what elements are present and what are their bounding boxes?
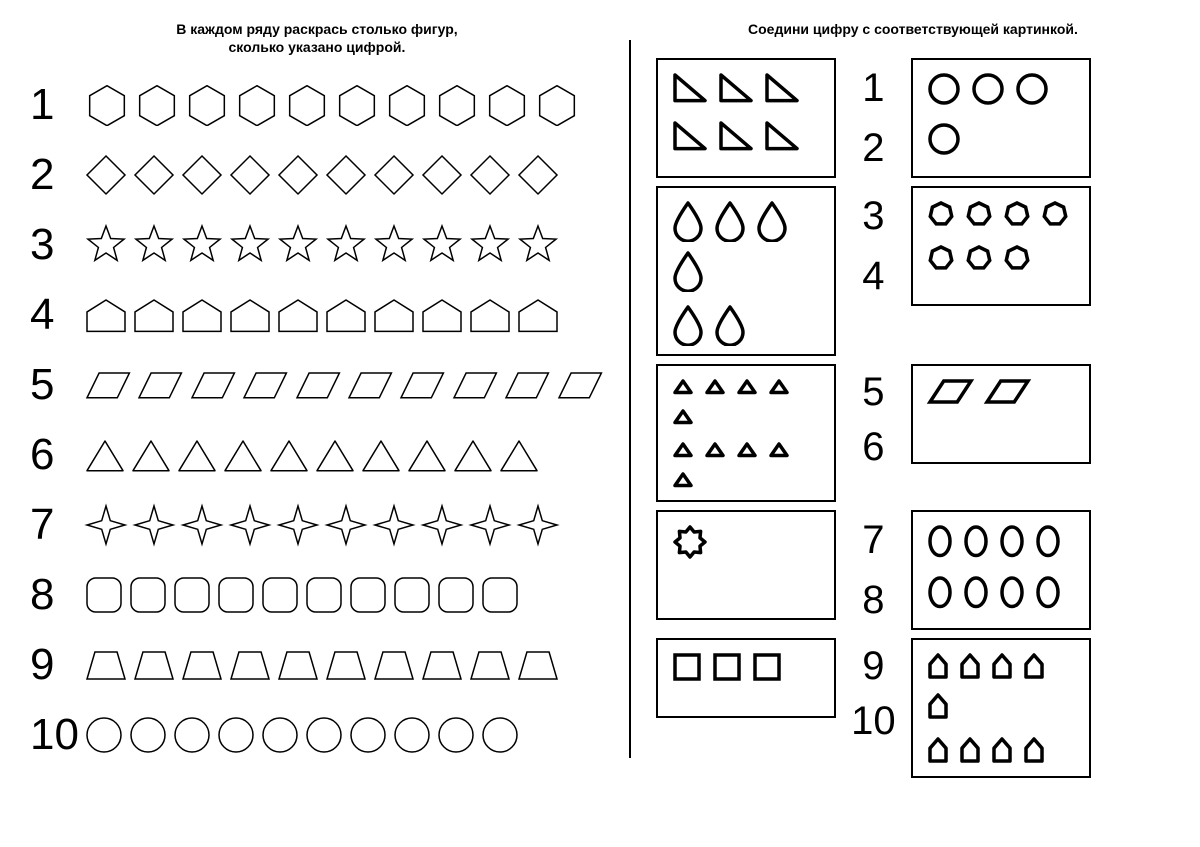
row-shapes (84, 503, 560, 547)
row-number: 3 (30, 220, 84, 270)
shape-row: 5 (30, 356, 604, 414)
row-number: 9 (30, 640, 84, 690)
number-column: 78 (846, 510, 901, 630)
row-number: 10 (30, 710, 84, 760)
row-shapes (84, 370, 604, 401)
row-shapes (84, 575, 520, 615)
match-box-right (911, 510, 1091, 630)
shape-row: 4 (30, 286, 604, 344)
match-box-right (911, 186, 1091, 306)
shape-row: 7 (30, 496, 604, 554)
left-rows-container: 1 2 3 4 5 6 7 8 9 10 (30, 76, 604, 764)
row-shapes (84, 223, 560, 267)
match-box-left (656, 58, 836, 178)
right-exercise: Соедини цифру с соответствующей картинко… (656, 20, 1170, 778)
match-box-right (911, 364, 1091, 464)
match-number: 4 (846, 256, 901, 296)
row-shapes (84, 649, 560, 682)
match-box-left (656, 186, 836, 356)
match-box-right (911, 638, 1091, 778)
row-number: 8 (30, 570, 84, 620)
right-title: Соедини цифру с соответствующей картинко… (656, 20, 1170, 38)
row-shapes (84, 438, 540, 474)
match-number: 5 (846, 372, 901, 412)
match-number: 10 (846, 701, 901, 741)
number-column: 56 (846, 364, 901, 474)
right-grid: 12345678910 (656, 58, 1170, 778)
row-number: 5 (30, 360, 84, 410)
row-shapes (84, 715, 520, 755)
match-number: 2 (846, 128, 901, 168)
worksheet-page: В каждом ряду раскрась столько фигур,ско… (30, 20, 1170, 778)
match-number: 3 (846, 196, 901, 236)
row-shapes (84, 85, 580, 126)
row-shapes (84, 153, 560, 197)
match-number: 7 (846, 520, 901, 560)
row-number: 2 (30, 150, 84, 200)
row-number: 1 (30, 80, 84, 130)
vertical-divider (629, 40, 631, 758)
left-exercise: В каждом ряду раскрась столько фигур,ско… (30, 20, 604, 778)
row-number: 7 (30, 500, 84, 550)
match-box-right (911, 58, 1091, 178)
left-title: В каждом ряду раскрась столько фигур,ско… (30, 20, 604, 56)
match-box-left (656, 638, 836, 718)
match-number: 6 (846, 427, 901, 467)
row-number: 6 (30, 430, 84, 480)
number-column: 12 (846, 58, 901, 178)
number-column: 34 (846, 186, 901, 306)
shape-row: 1 (30, 76, 604, 134)
shape-row: 3 (30, 216, 604, 274)
match-number: 1 (846, 68, 901, 108)
shape-row: 2 (30, 146, 604, 204)
match-number: 9 (846, 646, 901, 686)
row-shapes (84, 297, 560, 334)
shape-row: 8 (30, 566, 604, 624)
number-column: 910 (846, 638, 901, 748)
match-box-left (656, 364, 836, 502)
shape-row: 10 (30, 706, 604, 764)
shape-row: 9 (30, 636, 604, 694)
row-number: 4 (30, 290, 84, 340)
shape-row: 6 (30, 426, 604, 484)
match-number: 8 (846, 580, 901, 620)
match-box-left (656, 510, 836, 620)
